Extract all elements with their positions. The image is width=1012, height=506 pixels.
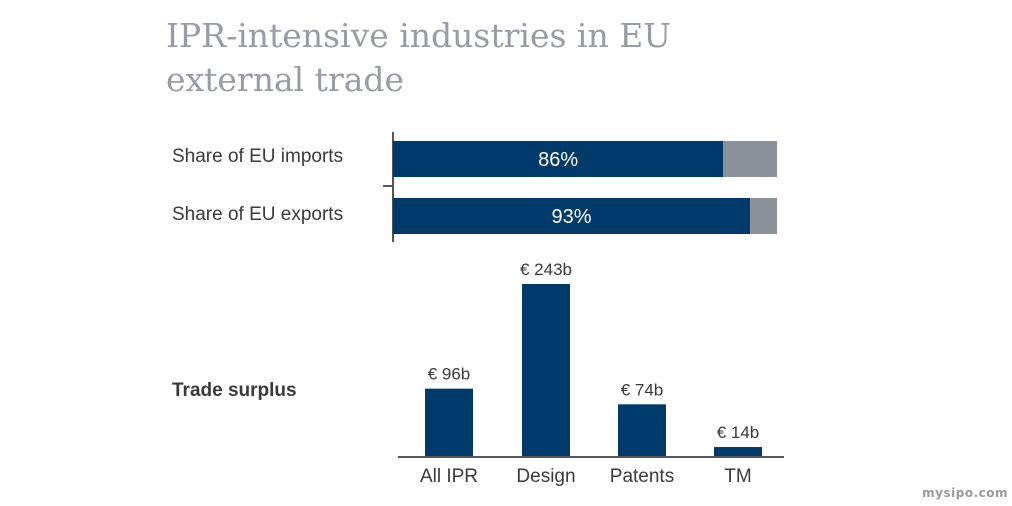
surplus-bar-1 (522, 284, 570, 457)
watermark: mysipo.com (922, 486, 1008, 500)
chart-title-line-1: IPR-intensive industries in EU (166, 16, 672, 55)
surplus-value-label-1: € 243b (520, 260, 572, 279)
surplus-value-label-3: € 14b (717, 423, 760, 442)
surplus-category-label-1: Design (516, 466, 575, 487)
chart-title-line-2: external trade (166, 60, 405, 99)
surplus-value-label-2: € 74b (621, 380, 664, 399)
surplus-bar-0 (425, 388, 473, 457)
surplus-category-label-0: All IPR (420, 466, 478, 487)
share-bar-0-segment-0 (393, 141, 724, 177)
share-bar-1-segment-0 (393, 198, 751, 234)
surplus-category-label-2: Patents (610, 466, 674, 487)
exports-row-label: Share of EU exports (172, 204, 344, 225)
trade-surplus-label: Trade surplus (172, 380, 297, 401)
surplus-bar-3 (714, 447, 762, 457)
imports-row-label: Share of EU imports (172, 146, 344, 167)
surplus-bar-2 (618, 404, 666, 457)
share-bar-1-label: 93% (552, 206, 592, 228)
surplus-category-label-3: TM (724, 466, 751, 487)
share-bar-1-segment-1 (750, 198, 777, 234)
chart-title: IPR-intensive industries in EU external … (166, 14, 766, 102)
share-bar-0-segment-1 (723, 141, 777, 177)
share-bar-0-label: 86% (538, 149, 578, 171)
surplus-value-label-0: € 96b (428, 365, 471, 384)
